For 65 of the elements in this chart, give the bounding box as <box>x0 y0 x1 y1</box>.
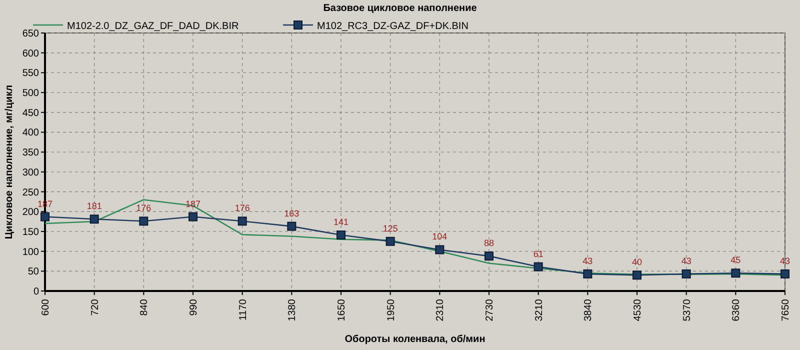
y-tick-label: 500 <box>22 88 40 100</box>
data-label: 163 <box>284 208 300 218</box>
y-tick-label: 400 <box>22 128 40 139</box>
y-axis-title: Цикловое наполнение, мг/цикл <box>4 84 15 240</box>
x-tick-label: 6360 <box>731 298 742 322</box>
y-tick-label: 300 <box>22 167 40 178</box>
point <box>40 212 50 222</box>
point <box>484 252 494 261</box>
legend-label: M102_RC3_DZ-GAZ_DF+DK.BIN <box>317 21 468 32</box>
x-tick-label: 3210 <box>534 298 545 322</box>
x-tick-label: 3840 <box>583 298 594 322</box>
x-tick-label: 990 <box>188 298 200 316</box>
point <box>90 214 99 224</box>
point <box>435 245 444 254</box>
point <box>188 212 198 222</box>
point <box>139 216 148 226</box>
data-label: 43 <box>780 256 790 266</box>
point <box>583 269 592 278</box>
data-label: 43 <box>582 256 593 266</box>
x-tick-label: 600 <box>40 298 52 316</box>
data-label: 176 <box>234 203 250 214</box>
y-tick-label: 200 <box>22 207 40 218</box>
data-label: 141 <box>333 217 349 228</box>
x-tick-label: 1650 <box>336 298 348 322</box>
point <box>287 222 296 231</box>
x-tick-label: 840 <box>139 298 150 316</box>
point <box>238 216 247 226</box>
data-label: 61 <box>533 248 544 259</box>
y-tick-label: 150 <box>22 226 40 238</box>
point <box>386 236 395 246</box>
x-tick-label: 5370 <box>682 298 693 322</box>
point <box>336 230 346 240</box>
data-label: 125 <box>382 223 398 234</box>
y-tick-label: 550 <box>22 68 40 80</box>
data-label: 45 <box>730 255 741 266</box>
y-tick-label: 600 <box>22 48 40 60</box>
legend-label: M102-2.0_DZ_GAZ_DF_DAD_DK.BIR <box>67 21 239 32</box>
point <box>780 269 790 278</box>
x-axis-title: Обороты коленвала, об/мин <box>344 334 486 345</box>
x-tick-label: 1950 <box>386 298 397 322</box>
point <box>731 268 740 278</box>
data-label: 104 <box>432 232 448 242</box>
x-tick-label: 2310 <box>435 298 446 322</box>
y-tick-label: 450 <box>22 108 40 119</box>
y-tick-label: 650 <box>22 28 40 40</box>
data-label: 40 <box>632 257 642 268</box>
y-tick-label: 50 <box>28 266 40 278</box>
x-tick-label: 1170 <box>238 298 249 321</box>
x-tick-label: 2730 <box>484 298 496 322</box>
data-label: 176 <box>136 203 152 214</box>
x-tick-label: 7650 <box>780 298 792 322</box>
x-tick-label: 4530 <box>632 298 644 322</box>
y-tick-label: 250 <box>22 187 40 198</box>
y-tick-label: 100 <box>22 246 40 258</box>
x-tick-label: 720 <box>90 298 101 316</box>
chart-title: Базовое цикловое наполнение <box>323 3 478 14</box>
data-label: 88 <box>484 238 494 248</box>
y-tick-label: 0 <box>33 286 40 298</box>
x-tick-label: 1380 <box>287 298 298 322</box>
point <box>682 269 691 278</box>
data-label: 43 <box>681 256 692 266</box>
point <box>534 262 543 272</box>
y-tick-label: 350 <box>22 148 40 159</box>
data-label: 181 <box>86 201 102 212</box>
point <box>632 270 642 280</box>
